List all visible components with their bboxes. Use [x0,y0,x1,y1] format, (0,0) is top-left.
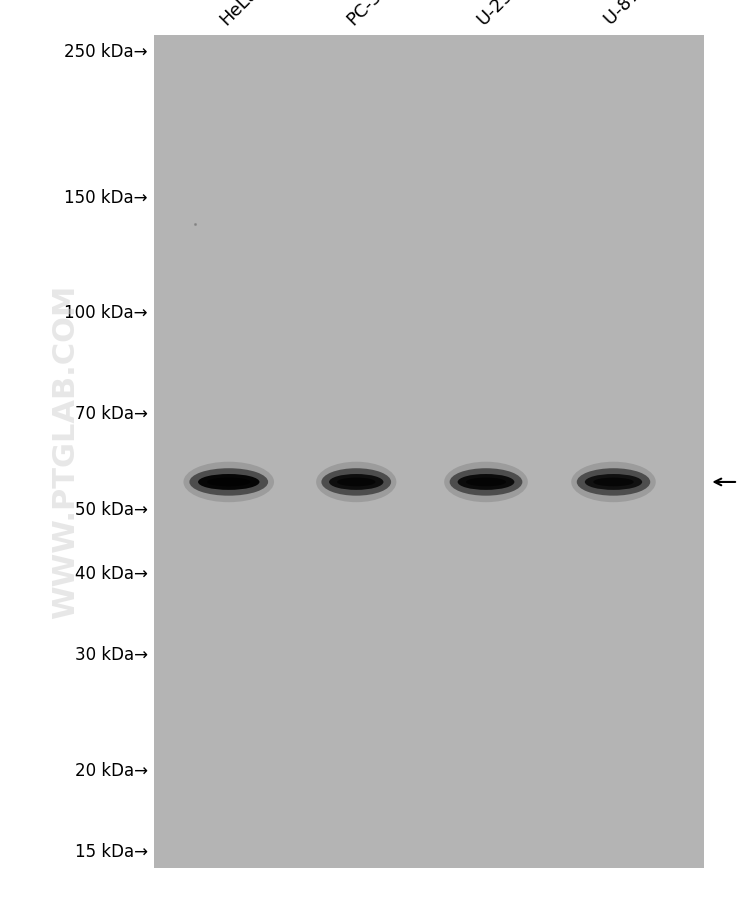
Ellipse shape [198,474,260,491]
Ellipse shape [466,478,506,487]
Ellipse shape [444,462,528,502]
Ellipse shape [316,462,396,502]
Ellipse shape [572,462,656,502]
Text: 150 kDa→: 150 kDa→ [64,189,148,207]
Text: 250 kDa→: 250 kDa→ [64,43,148,61]
Text: U-87 MG: U-87 MG [601,0,668,29]
Text: WWW.PTGLAB.COM: WWW.PTGLAB.COM [52,284,80,618]
Ellipse shape [321,469,392,496]
Text: 70 kDa→: 70 kDa→ [75,405,148,423]
Ellipse shape [337,478,376,487]
Ellipse shape [189,469,268,496]
Text: 100 kDa→: 100 kDa→ [64,304,148,322]
Ellipse shape [184,462,274,502]
Ellipse shape [207,478,251,487]
Text: 20 kDa→: 20 kDa→ [75,760,148,778]
Text: U-251: U-251 [473,0,524,29]
Bar [154,36,704,868]
Ellipse shape [585,474,642,491]
Text: 40 kDa→: 40 kDa→ [75,564,148,582]
Text: 50 kDa→: 50 kDa→ [75,501,148,519]
Text: 30 kDa→: 30 kDa→ [75,646,148,664]
Ellipse shape [450,469,522,496]
Ellipse shape [458,474,514,491]
Text: PC-3: PC-3 [344,0,386,29]
Ellipse shape [593,478,634,487]
Ellipse shape [329,474,383,491]
Text: HeLa: HeLa [216,0,261,29]
Text: 15 kDa→: 15 kDa→ [75,842,148,861]
Ellipse shape [577,469,650,496]
